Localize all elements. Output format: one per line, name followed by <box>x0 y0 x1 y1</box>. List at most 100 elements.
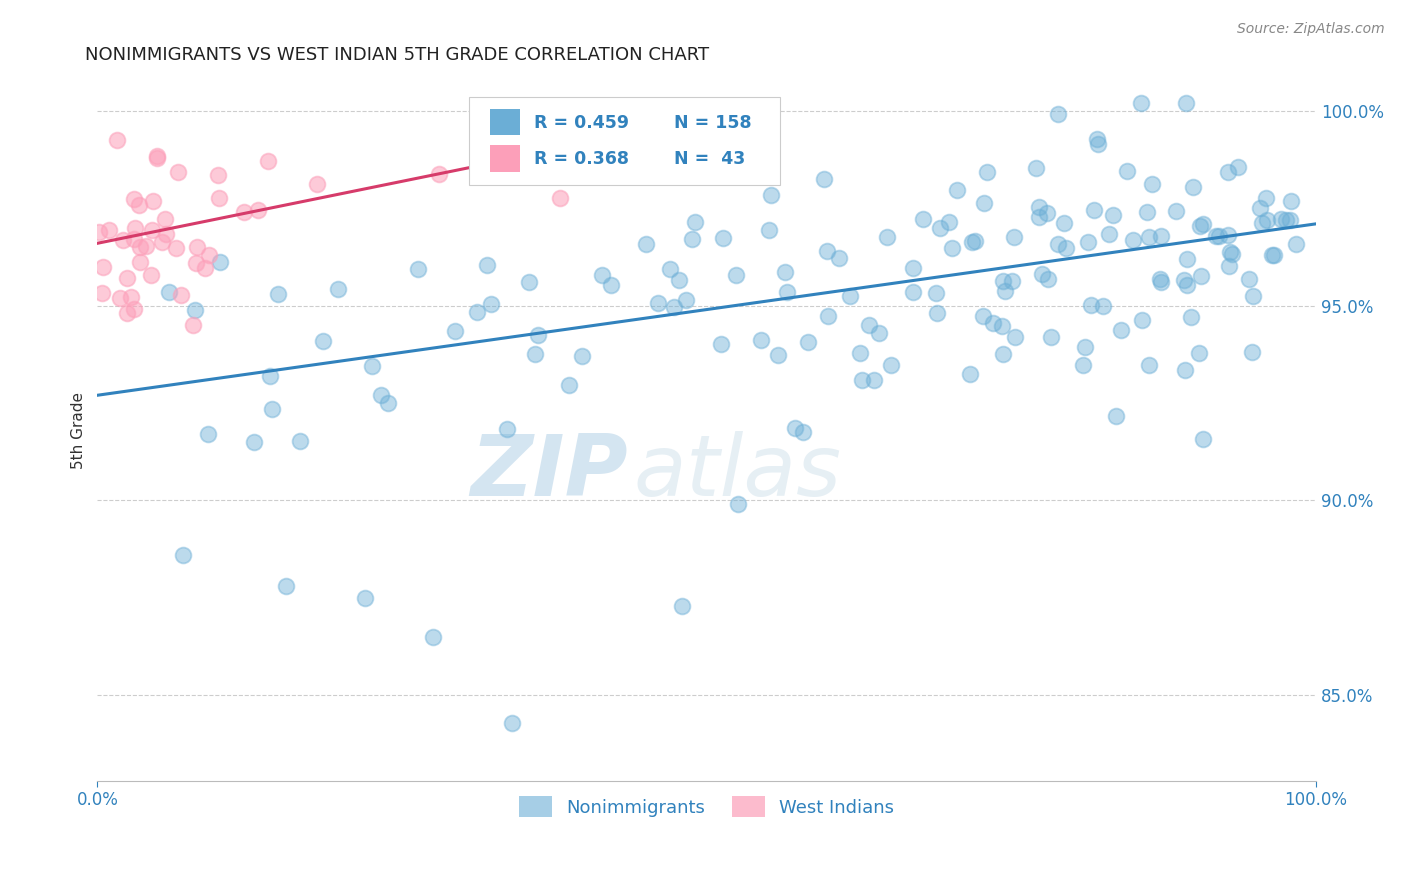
Point <box>517 275 540 289</box>
Point <box>120 290 142 304</box>
Point <box>813 171 835 186</box>
Point <box>1077 235 1099 249</box>
Point <box>647 296 669 310</box>
Point <box>1000 274 1022 288</box>
Point <box>312 334 335 348</box>
Point <box>1083 203 1105 218</box>
Point <box>124 221 146 235</box>
Y-axis label: 5th Grade: 5th Grade <box>72 392 86 469</box>
Point <box>876 229 898 244</box>
Point <box>377 396 399 410</box>
Point <box>1080 297 1102 311</box>
Point <box>1216 165 1239 179</box>
Point <box>817 309 839 323</box>
Point <box>326 283 349 297</box>
Point <box>990 319 1012 334</box>
Point <box>427 167 450 181</box>
Point <box>208 190 231 204</box>
Point <box>962 235 984 250</box>
Text: atlas: atlas <box>634 431 842 514</box>
Text: R = 0.459: R = 0.459 <box>534 114 628 132</box>
Point <box>1189 269 1212 284</box>
Point <box>1137 230 1160 244</box>
Point <box>1130 312 1153 326</box>
Point <box>558 378 581 392</box>
Point <box>1036 272 1059 286</box>
Point <box>89 225 111 239</box>
Point <box>868 326 890 340</box>
Point <box>972 309 994 323</box>
Point <box>941 241 963 255</box>
Point <box>1087 131 1109 145</box>
Point <box>1191 432 1213 446</box>
Point <box>166 165 188 179</box>
Point <box>925 306 948 320</box>
Point <box>122 193 145 207</box>
Point <box>1181 180 1204 194</box>
Point <box>792 425 814 440</box>
Point <box>198 247 221 261</box>
Point <box>243 435 266 450</box>
Point <box>827 251 849 265</box>
Point <box>681 232 703 246</box>
Point <box>155 227 177 242</box>
Point <box>501 715 523 730</box>
Point <box>128 255 150 269</box>
Text: ZIP: ZIP <box>470 431 627 514</box>
Point <box>662 300 685 314</box>
Text: NONIMMIGRANTS VS WEST INDIAN 5TH GRADE CORRELATION CHART: NONIMMIGRANTS VS WEST INDIAN 5TH GRADE C… <box>86 46 709 64</box>
Point <box>181 318 204 332</box>
Point <box>1040 329 1063 343</box>
Point <box>276 579 298 593</box>
Point <box>361 359 384 374</box>
Point <box>91 285 114 300</box>
Point <box>1216 227 1239 242</box>
Point <box>153 211 176 226</box>
Point <box>1053 216 1076 230</box>
Point <box>1270 211 1292 226</box>
Point <box>1137 358 1160 372</box>
Point <box>1150 275 1173 289</box>
Point <box>901 285 924 299</box>
Point <box>675 293 697 307</box>
Bar <box>489 109 520 136</box>
Point <box>257 154 280 169</box>
Point <box>142 194 165 209</box>
Point <box>208 255 231 269</box>
Point <box>259 369 281 384</box>
Point <box>1031 268 1053 282</box>
Point <box>1142 178 1164 192</box>
Point <box>97 223 120 237</box>
Point <box>550 191 572 205</box>
Point <box>524 347 547 361</box>
Point <box>1054 241 1077 255</box>
Text: N = 158: N = 158 <box>673 114 751 132</box>
Point <box>129 240 152 254</box>
Point <box>863 373 886 387</box>
Point <box>1002 230 1025 244</box>
FancyBboxPatch shape <box>470 97 780 185</box>
Point <box>1028 211 1050 225</box>
Point <box>105 133 128 147</box>
Point <box>207 169 229 183</box>
Point <box>170 288 193 302</box>
Point <box>1261 248 1284 262</box>
Point <box>115 271 138 285</box>
Point <box>711 231 734 245</box>
Point <box>817 244 839 258</box>
Point <box>600 277 623 292</box>
Point <box>141 222 163 236</box>
Point <box>443 324 465 338</box>
Point <box>571 349 593 363</box>
Point <box>785 421 807 435</box>
Point <box>758 223 780 237</box>
Point <box>1004 330 1026 344</box>
Point <box>928 221 950 235</box>
Point <box>496 422 519 436</box>
Point <box>1249 201 1271 215</box>
Point <box>1254 191 1277 205</box>
Point <box>1278 212 1301 227</box>
Point <box>1263 248 1285 262</box>
Point <box>1149 272 1171 286</box>
Point <box>959 368 981 382</box>
